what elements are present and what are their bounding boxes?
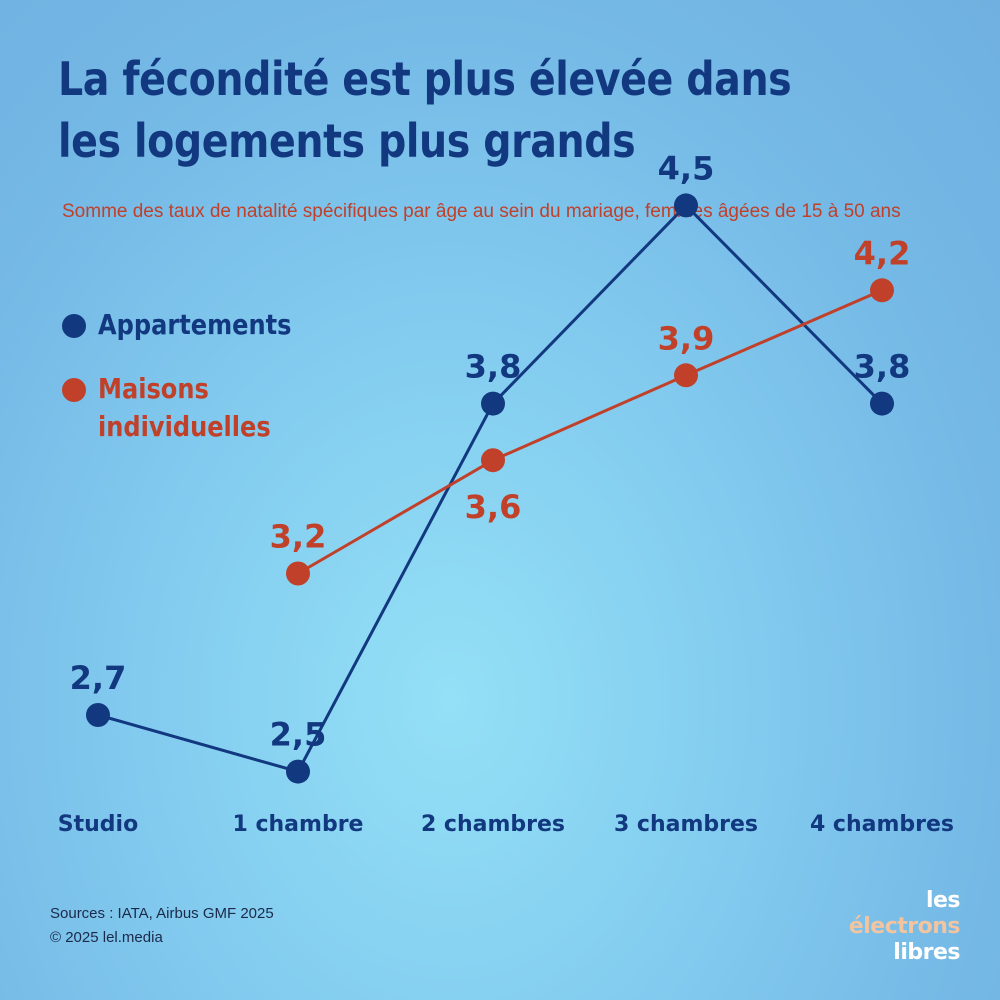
data-point-maisons [481, 448, 505, 473]
footer: Sources : IATA, Airbus GMF 2025 © 2025 l… [50, 902, 274, 950]
copyright-text: © 2025 lel.media [50, 929, 163, 946]
data-label-maisons: 3,6 [465, 488, 522, 526]
data-label-appartements: 2,7 [70, 659, 127, 697]
data-label-appartements: 2,5 [270, 716, 327, 754]
chart-title: La fécondité est plus élevée dans les lo… [58, 52, 792, 168]
x-tick-label: Studio [58, 812, 138, 837]
data-point-appartements [86, 703, 110, 727]
data-label-maisons: 3,2 [270, 518, 327, 556]
data-label-maisons: 3,9 [658, 319, 715, 357]
data-point-appartements [870, 391, 894, 416]
x-tick-label: 2 chambres [421, 812, 565, 837]
data-point-appartements [286, 759, 310, 784]
logo-text-line2: libres [893, 940, 960, 965]
sources-text: Sources : IATA, Airbus GMF 2025 [50, 905, 274, 922]
series-line-maisons [297, 288, 883, 575]
x-tick-label: 1 chambre [233, 812, 364, 837]
legend-item-appartements: Appartements [62, 306, 323, 344]
data-point-appartements [674, 193, 698, 218]
logo-text-prefix: les [925, 888, 961, 913]
data-point-appartements [481, 391, 505, 416]
legend-dot-icon [62, 378, 86, 402]
data-label-appartements: 3,8 [465, 348, 522, 386]
data-point-maisons [870, 278, 894, 303]
legend-label-maisons: Maisons individuelles [98, 372, 271, 443]
x-tick-label: 3 chambres [614, 812, 758, 837]
legend-dot-icon [62, 314, 86, 338]
brand-logo: les électrons libres [810, 888, 961, 966]
data-label-appartements: 4,5 [658, 149, 715, 187]
legend-label-appartements: Appartements [98, 308, 292, 341]
logo-text-accent: électrons [848, 914, 961, 939]
data-label-appartements: 3,8 [854, 348, 911, 386]
data-label-maisons: 4,2 [854, 234, 911, 272]
legend-item-maisons: Maisons individuelles [62, 370, 358, 446]
x-tick-label: 4 chambres [810, 812, 954, 837]
data-point-maisons [286, 561, 310, 586]
data-point-maisons [674, 363, 698, 388]
